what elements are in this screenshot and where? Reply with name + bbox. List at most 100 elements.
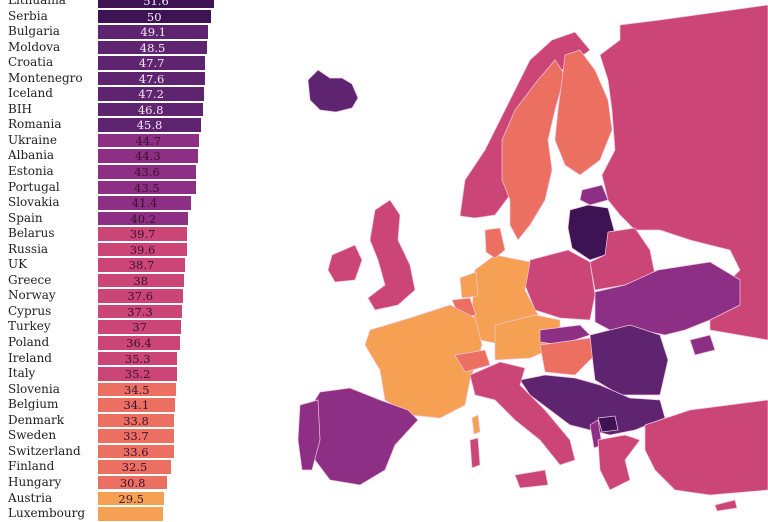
map-denmark xyxy=(484,227,506,259)
bar: 50 xyxy=(98,9,211,24)
bar-row: Russia 39.6 xyxy=(0,242,230,258)
bar-value: 33.8 xyxy=(123,413,149,428)
bar-label: Slovenia xyxy=(8,381,60,396)
bar-value: 38 xyxy=(133,273,149,288)
bar-label: Poland xyxy=(8,335,50,350)
bar-label: Montenegro xyxy=(8,70,83,85)
bar: 30.8 xyxy=(98,475,168,490)
bar-row: Belgium 34.1 xyxy=(0,397,230,413)
bar-label: Estonia xyxy=(8,164,54,179)
bar-label: Iceland xyxy=(8,86,53,101)
bar-row: Austria 29.5 xyxy=(0,491,230,507)
map-iceland xyxy=(307,69,359,113)
bar-value: 34.1 xyxy=(123,398,150,413)
bar-row: Montenegro 47.6 xyxy=(0,71,230,87)
bar-row: Slovakia 41.4 xyxy=(0,195,230,211)
bar-value: 48.5 xyxy=(139,40,166,55)
bar: 39.6 xyxy=(98,242,188,257)
bar-label: Denmark xyxy=(8,412,64,427)
bar xyxy=(98,507,164,521)
bar-label: Luxembourg xyxy=(8,506,85,521)
bar-value: 29.5 xyxy=(118,491,144,506)
map-portugal xyxy=(297,399,321,471)
bar-label: BIH xyxy=(8,101,33,116)
bar: 37 xyxy=(98,320,182,334)
bar: 39.7 xyxy=(98,227,188,242)
bar-label: Romania xyxy=(8,117,62,132)
bar: 45.8 xyxy=(98,118,202,132)
bar: 33.7 xyxy=(98,429,174,443)
bar-value: 37.6 xyxy=(127,289,154,304)
bar: 51.6 xyxy=(98,0,215,8)
bar-value: 47.6 xyxy=(138,71,165,86)
bar-label: Greece xyxy=(8,272,52,287)
bar-label: Moldova xyxy=(8,39,61,54)
bar: 41.4 xyxy=(98,196,192,210)
bar-value: 39.6 xyxy=(129,242,156,257)
bar-value: 30.8 xyxy=(119,475,146,490)
bar: 40.2 xyxy=(98,211,189,226)
bar-row: Bulgaria 49.1 xyxy=(0,24,230,40)
bar-row: Moldova 48.5 xyxy=(0,40,230,56)
bar-value: 44.3 xyxy=(135,149,161,164)
bar-value: 51.6 xyxy=(143,0,169,8)
bar-value: 36.4 xyxy=(126,336,152,351)
map-sweden xyxy=(501,59,566,241)
bar-label: Norway xyxy=(8,288,56,303)
bar-value: 44.7 xyxy=(135,133,162,148)
bar-label: Cyprus xyxy=(8,303,52,318)
bar-row: Albania 44.3 xyxy=(0,148,230,164)
bar: 37.3 xyxy=(98,304,182,319)
bar: 32.5 xyxy=(98,460,172,475)
bar: 47.6 xyxy=(98,71,206,86)
map-finland xyxy=(554,49,613,176)
bar-row: Cyprus 37.3 xyxy=(0,304,230,320)
bar: 46.8 xyxy=(98,102,204,117)
bar-label: Ireland xyxy=(8,350,52,365)
bar-chart: Lithuania 51.6 Serbia 50 Bulgaria 49.1 Moldova… xyxy=(0,0,230,522)
map-ireland xyxy=(327,244,363,283)
bar: 47.7 xyxy=(98,56,206,70)
bar: 37.6 xyxy=(98,289,183,303)
bar-value: 35.2 xyxy=(124,367,151,382)
bar-label: Italy xyxy=(8,366,36,381)
bar-row: Romania 45.8 xyxy=(0,117,230,133)
bar-label: Austria xyxy=(8,490,53,505)
map-turkey xyxy=(644,399,768,496)
bar-row: Slovenia 34.5 xyxy=(0,382,230,398)
map-hungary xyxy=(539,337,596,376)
bar: 35.3 xyxy=(98,351,178,366)
bar-label: Spain xyxy=(8,210,43,225)
bar-row: Croatia 47.7 xyxy=(0,55,230,71)
bar-label: Bulgaria xyxy=(8,24,60,39)
bar-row: Iceland 47.2 xyxy=(0,86,230,102)
bar-row: Norway 37.6 xyxy=(0,288,230,304)
bar-row: Serbia 50 xyxy=(0,9,230,25)
map-netherlands xyxy=(459,271,479,299)
map-poland xyxy=(524,249,596,321)
bar-value: 33.6 xyxy=(122,444,149,459)
bar-value: 35.3 xyxy=(124,351,151,366)
bar-row: Greece 38 xyxy=(0,273,230,289)
bar: 47.2 xyxy=(98,87,205,101)
bar: 34.1 xyxy=(98,398,175,412)
bar: 44.7 xyxy=(98,133,199,148)
bar: 35.2 xyxy=(98,367,178,382)
bar-value: 32.5 xyxy=(121,460,148,475)
bar-row: Hungary 30.8 xyxy=(0,475,230,491)
bar-row: Denmark 33.8 xyxy=(0,413,230,429)
bar-value: 39.7 xyxy=(129,227,156,242)
bar-value: 46.8 xyxy=(137,102,164,117)
bar: 34.5 xyxy=(98,382,176,397)
bar-label: Switzerland xyxy=(8,443,81,458)
bar-row: Sweden 33.7 xyxy=(0,428,230,444)
bar-row: Estonia 43.6 xyxy=(0,164,230,180)
bar-label: Slovakia xyxy=(8,195,60,210)
bar: 33.8 xyxy=(98,413,175,428)
map-sardinia xyxy=(469,437,481,469)
map-romania xyxy=(589,324,669,396)
map-corsica xyxy=(471,414,481,435)
bar-row: Belarus 39.7 xyxy=(0,226,230,242)
bar: 38.7 xyxy=(98,258,186,272)
bar-value: 40.2 xyxy=(130,211,157,226)
